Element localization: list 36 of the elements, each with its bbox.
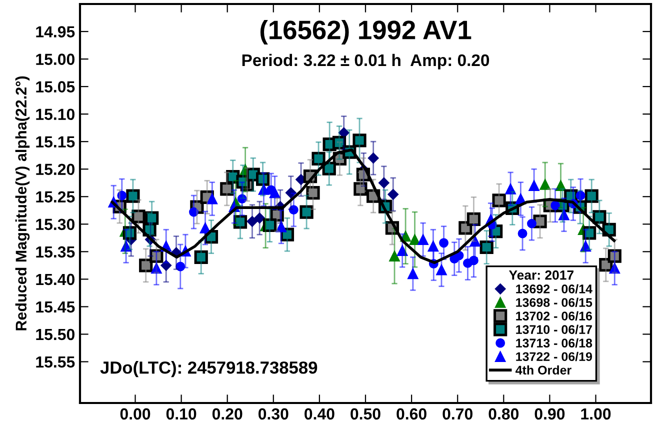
x-tick-label: 0.30 — [258, 408, 288, 420]
x-tick-label: 0.50 — [350, 408, 380, 420]
x-tick-label: 0.90 — [534, 408, 565, 420]
legend-label: 13710 - 06/17 — [516, 324, 592, 334]
x-tick-label: 0.80 — [488, 408, 519, 420]
y-tick-label: 15.50 — [36, 328, 74, 340]
text: Period: 3.22 ± 0.01 h Amp: 0.20 — [242, 54, 490, 70]
y-axis-title: Reduced Magnitude(V) alpha(22.2°) — [15, 76, 30, 330]
y-tick-label: 14.95 — [36, 26, 75, 38]
annotation: JDo(LTC): 2457918.738589 — [100, 360, 318, 378]
y-tick-label: 15.55 — [36, 356, 75, 368]
x-tick-label: 0.20 — [212, 408, 242, 420]
x-tick-label: 1.00 — [581, 408, 611, 420]
x-tick-label: 0.00 — [120, 408, 150, 420]
y-tick-label: 15.20 — [36, 164, 74, 176]
legend-title: Year: 2017 — [508, 270, 574, 280]
x-tick-label: 0.60 — [396, 408, 426, 420]
x-tick-label: 0.40 — [304, 408, 334, 420]
legend-label: 4th Order — [516, 365, 572, 375]
legend-label: 13692 - 06/14 — [516, 284, 592, 294]
legend-label: 13702 - 06/16 — [516, 311, 592, 321]
y-tick-label: 15.40 — [36, 274, 74, 286]
y-tick-label: 15.35 — [36, 246, 75, 258]
text: (16562) 1992 AV1 — [260, 20, 472, 45]
y-tick-label: 15.30 — [36, 218, 74, 230]
y-tick-label: 15.25 — [36, 191, 75, 203]
y-tick-label: 15.00 — [36, 54, 74, 65]
x-tick-label: 0.70 — [442, 408, 472, 420]
y-tick-label: 15.05 — [36, 81, 75, 92]
y-tick-label: 15.10 — [36, 108, 74, 120]
legend-label: 13698 - 06/15 — [516, 298, 592, 308]
legend-label: 13713 - 06/18 — [516, 338, 592, 348]
y-tick-label: 15.45 — [36, 301, 75, 313]
y-tick-label: 15.15 — [36, 136, 75, 148]
legend-label: 13722 - 06/19 — [516, 352, 592, 362]
x-tick-label: 0.10 — [166, 408, 196, 420]
